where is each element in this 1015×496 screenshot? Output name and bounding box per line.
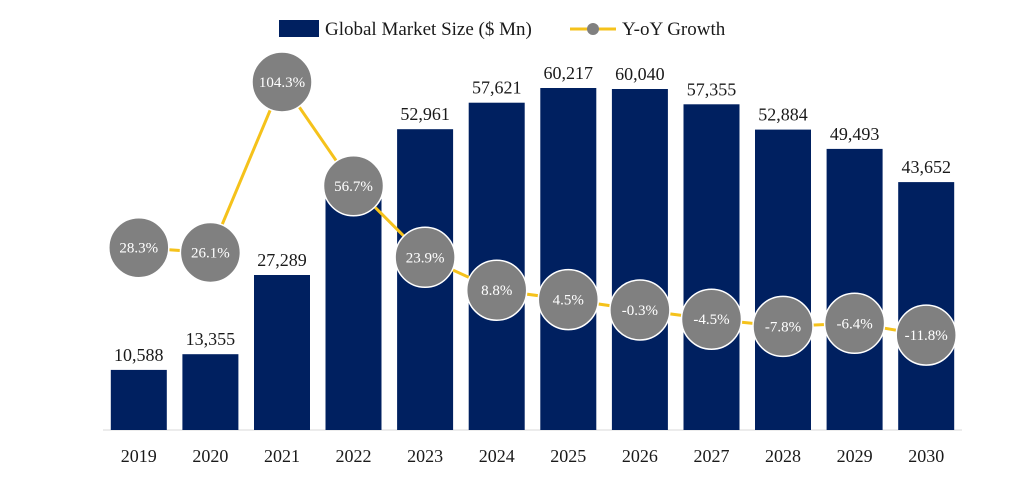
growth-marker-2029 (823, 292, 886, 355)
growth-label-2022: 56.7% (334, 179, 373, 195)
bar-2027 (683, 104, 740, 431)
growth-label-2030: -11.8% (905, 328, 948, 344)
growth-marker-2023 (394, 226, 456, 289)
bar-label-2024: 57,621 (472, 78, 522, 98)
growth-label-2028: -7.8% (765, 319, 801, 335)
x-tick-2024: 2024 (479, 446, 515, 466)
growth-marker-2027 (680, 288, 743, 350)
x-tick-2029: 2029 (837, 446, 873, 466)
legend-swatch-market-size (279, 20, 319, 37)
bar-label-2028: 52,884 (758, 105, 808, 125)
x-tick-2028: 2028 (765, 446, 801, 466)
x-tick-2022: 2022 (336, 446, 372, 466)
growth-marker-2028 (752, 295, 814, 358)
bar-2028 (755, 129, 811, 430)
legend-label-growth: Y-oY Growth (622, 19, 726, 40)
growth-marker-2025 (537, 268, 600, 331)
bar-2025 (540, 88, 597, 430)
growth-marker-2030 (895, 304, 957, 366)
growth-label-2021: 104.3% (259, 75, 305, 91)
legend: Global Market Size ($ Mn) Y-oY Growth (279, 19, 726, 40)
growth-marker-2022 (322, 155, 385, 217)
bar-2021 (254, 275, 310, 430)
growth-label-2020: 26.1% (191, 246, 230, 262)
bar-label-2019: 10,588 (114, 345, 164, 365)
growth-marker-2020 (179, 221, 242, 284)
bar-2022 (325, 187, 382, 430)
bar-label-2021: 27,289 (257, 250, 307, 270)
growth-series: 28.3% 26.1% 104.3% 56.7% 23.9% 8.8% 4.5% -0.3% -… (108, 51, 957, 366)
growth-label-2024: 8.8% (481, 283, 512, 299)
x-tick-2019: 2019 (121, 446, 157, 466)
growth-label-2025: 4.5% (553, 293, 584, 309)
bar-label-2025: 60,217 (544, 63, 594, 83)
growth-label-2023: 23.9% (406, 250, 445, 266)
bar-label-2026: 60,040 (615, 64, 665, 84)
growth-label-2027: -4.5% (693, 312, 729, 328)
x-axis-ticks: 2019 2020 2021 2022 2023 2024 2025 2026 2027 2028… (121, 446, 944, 466)
growth-marker-2021 (251, 51, 313, 113)
legend-label-market-size: Global Market Size ($ Mn) (325, 19, 532, 40)
growth-marker-2019 (108, 216, 170, 279)
bar-label-2027: 57,355 (687, 79, 737, 99)
growth-label-2029: -6.4% (836, 316, 872, 332)
legend-swatch-growth-marker (587, 23, 599, 35)
x-tick-2023: 2023 (407, 446, 443, 466)
bar-label-2030: 43,652 (901, 157, 951, 177)
bar-label-2029: 49,493 (830, 124, 880, 144)
bar-2026 (611, 89, 668, 430)
growth-label-2026: -0.3% (622, 303, 658, 319)
bar-2019 (110, 369, 167, 430)
bar-label-2023: 52,961 (400, 104, 450, 124)
growth-marker-2024 (465, 259, 528, 321)
x-tick-2020: 2020 (192, 446, 228, 466)
bar-labels: 10,58813,35527,28942,75252,96157,62160,2… (114, 63, 951, 365)
x-tick-2021: 2021 (264, 446, 300, 466)
bar-2029 (826, 148, 883, 430)
growth-label-2019: 28.3% (119, 241, 158, 257)
x-tick-2026: 2026 (622, 446, 658, 466)
x-tick-2030: 2030 (908, 446, 944, 466)
bar-label-2020: 13,355 (186, 329, 236, 349)
x-tick-2027: 2027 (694, 446, 730, 466)
growth-marker-2026 (609, 279, 671, 341)
bar-2020 (182, 354, 239, 430)
x-tick-2025: 2025 (550, 446, 586, 466)
